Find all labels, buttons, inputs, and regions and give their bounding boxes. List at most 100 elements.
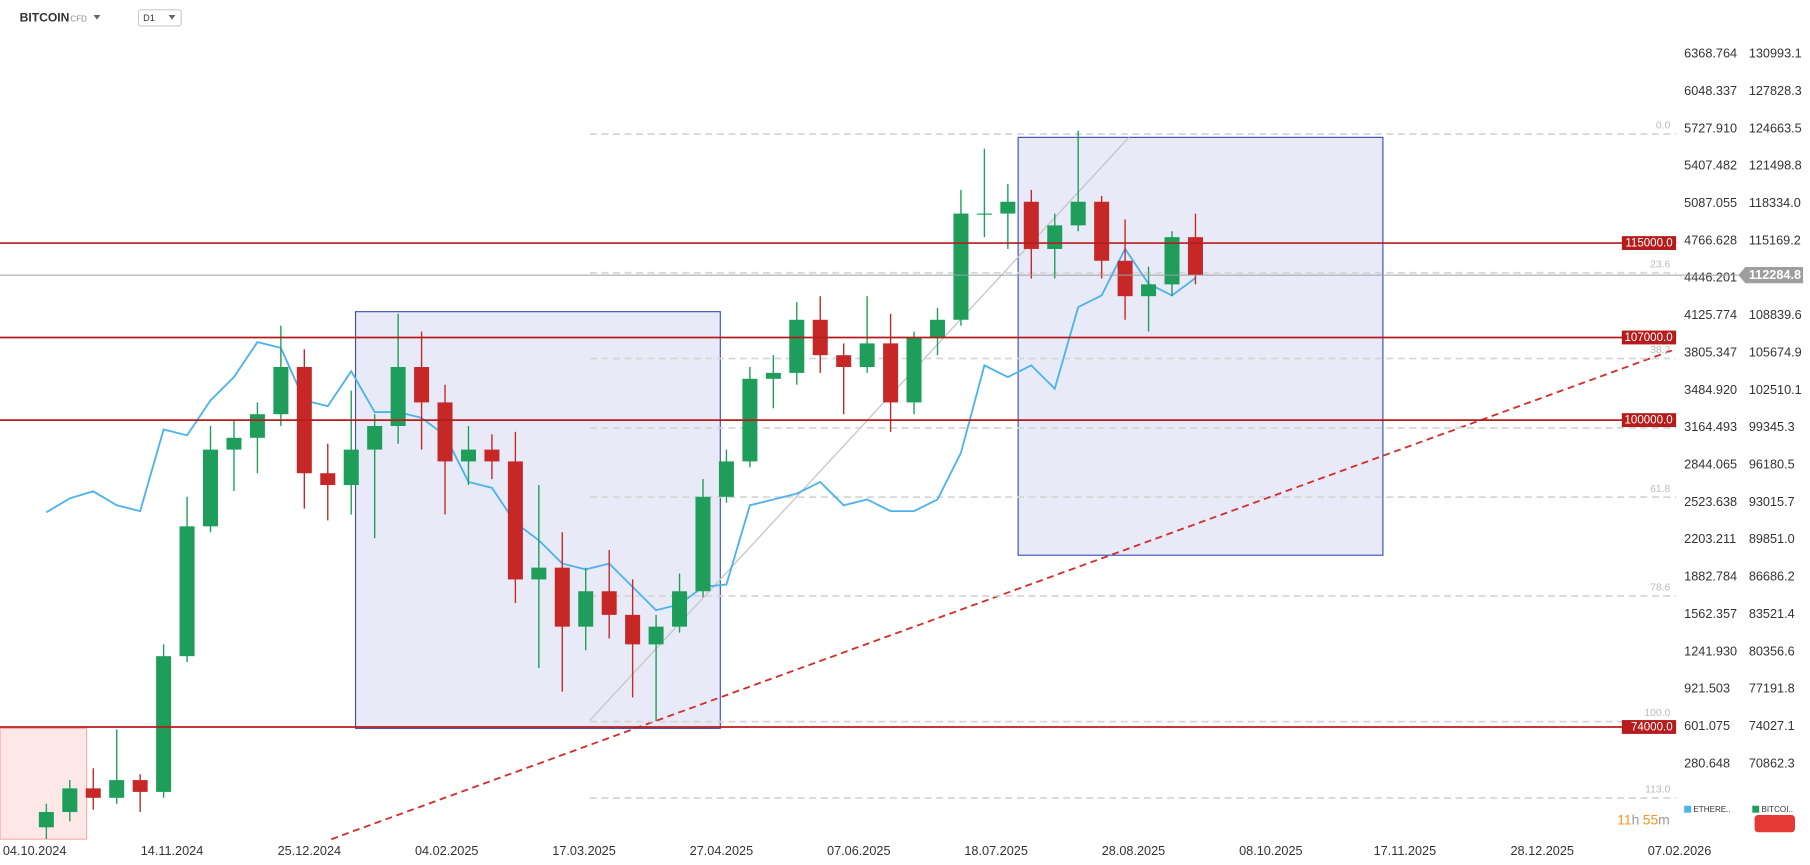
y-tick-label: 115169.2 [1749, 233, 1801, 247]
candle-body [672, 591, 688, 627]
y2-tick-label: 5727.910 [1684, 121, 1737, 135]
timer-unit: m [1658, 811, 1670, 827]
box-annotation [1017, 136, 1384, 556]
y2-tick-label: 4446.201 [1684, 271, 1737, 285]
candle-body [1187, 237, 1203, 276]
timeframe: D1 [143, 13, 155, 23]
level-tag [1621, 720, 1677, 734]
symbol-tag: CFD [70, 15, 87, 24]
candle-body [273, 366, 289, 415]
candle-body [507, 461, 523, 580]
eth-line [45, 246, 1197, 612]
candle-body [38, 811, 54, 828]
x-tick-label: 17.03.2025 [552, 844, 616, 858]
level-tag [1621, 236, 1677, 250]
timer-hours: 11 [1617, 811, 1632, 827]
candle-body [1117, 260, 1133, 297]
candle-body [1000, 201, 1016, 214]
y2-tick-label: 3164.493 [1684, 420, 1737, 434]
candle-body [601, 591, 617, 615]
dropdown-arrow[interactable] [93, 15, 101, 20]
trend-line-dashed [330, 348, 1675, 841]
candle-body [484, 449, 500, 462]
y2-tick-label: 2203.211 [1684, 532, 1736, 546]
x-tick-label: 07.06.2025 [827, 844, 891, 858]
y2-tick-label: 4766.628 [1684, 233, 1737, 247]
x-tick-label: 27.04.2025 [690, 844, 754, 858]
fib-label: 78.6 [1650, 583, 1670, 594]
y2-tick-label: 6048.337 [1684, 84, 1737, 98]
x-tick-label: 25.12.2024 [278, 844, 342, 858]
candle-body [859, 343, 875, 367]
y-tick-label: 127828.3 [1749, 84, 1802, 98]
y-tick-label: 124663.5 [1749, 121, 1802, 135]
candle-body [554, 567, 570, 627]
y-tick-label: 83521.4 [1749, 607, 1795, 621]
candle-body [1141, 284, 1157, 297]
candle-body [765, 372, 781, 379]
candle-body [1164, 237, 1180, 285]
y2-tick-label: 280.648 [1684, 756, 1730, 770]
y2-tick-label: 2844.065 [1684, 458, 1737, 472]
y-tick-label: 74027.1 [1749, 719, 1795, 733]
fib-label: 61.8 [1650, 484, 1670, 495]
y-tick-label: 96180.5 [1749, 458, 1795, 472]
candle-body [1094, 201, 1110, 261]
fib-label: 0.0 [1656, 121, 1671, 132]
level-label: 100000.0 [1625, 415, 1673, 427]
candle-body [648, 626, 664, 645]
symbol[interactable]: BITCOIN [20, 11, 70, 25]
x-tick-label: 14.11.2024 [141, 844, 204, 858]
y2-tick-label: 4125.774 [1684, 308, 1737, 322]
candle-body [883, 343, 899, 403]
level-label: 74000.0 [1631, 722, 1673, 734]
y-tick-label: 86686.2 [1749, 570, 1795, 584]
candle-body [249, 414, 265, 438]
y-tick-label: 70862.3 [1749, 756, 1795, 770]
legend-label[interactable]: ETHERE.. [1693, 805, 1730, 814]
fib-label: 113.0 [1645, 785, 1670, 796]
dropdown-arrow[interactable] [168, 15, 176, 20]
candle-body [625, 614, 641, 645]
y2-tick-label: 2523.638 [1684, 495, 1737, 509]
candle-body [414, 366, 430, 403]
candle-body [367, 426, 383, 450]
candle-body [789, 319, 805, 373]
level-label: 107000.0 [1625, 332, 1673, 344]
candle-body [179, 526, 195, 657]
legend-swatch [1752, 805, 1760, 813]
candle-body [390, 366, 406, 427]
candle-body [156, 656, 172, 792]
fib-label: 23.6 [1650, 259, 1670, 270]
candle-body [437, 402, 453, 462]
candle-body [203, 449, 219, 527]
box-annotation [354, 311, 721, 729]
x-tick-label: 04.10.2024 [3, 844, 67, 858]
timer-minutes: 55 [1643, 811, 1659, 827]
legend-label[interactable]: BITCOI.. [1762, 805, 1793, 814]
candle-body [906, 337, 922, 403]
candle-body [320, 473, 336, 486]
fib-label: 100.0 [1644, 708, 1670, 719]
candle-body [836, 355, 852, 367]
candle-body [460, 449, 476, 462]
y2-tick-label: 6368.764 [1684, 47, 1737, 61]
price-label: 112284.8 [1749, 268, 1801, 282]
y2-tick-label: 921.503 [1684, 682, 1730, 696]
timeframe-select[interactable] [137, 9, 182, 27]
candle-body [695, 496, 711, 592]
candle-body [953, 213, 969, 320]
candle-body [62, 788, 78, 812]
trade-button[interactable] [1754, 814, 1795, 833]
x-tick-label: 08.10.2025 [1239, 844, 1303, 858]
x-tick-label: 17.11.2025 [1374, 844, 1437, 858]
x-tick-label: 07.02.2026 [1648, 844, 1712, 858]
y2-tick-label: 1241.930 [1684, 644, 1737, 658]
candle-body [109, 780, 125, 798]
candle-body [1023, 201, 1039, 249]
y-tick-label: 77191.8 [1749, 682, 1795, 696]
fib-label: 38.2 [1650, 345, 1670, 356]
y2-tick-label: 5407.482 [1684, 159, 1737, 173]
y2-tick-label: 3484.920 [1684, 383, 1737, 397]
